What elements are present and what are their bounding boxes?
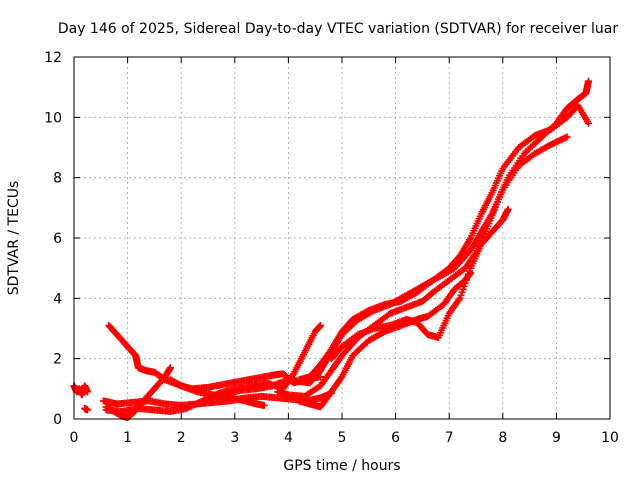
data-points (70, 77, 593, 421)
y-tick-label: 4 (53, 291, 62, 307)
series-track-b (81, 404, 91, 414)
x-tick-label: 2 (177, 430, 186, 446)
y-tick-label: 6 (53, 231, 62, 247)
grid (74, 57, 610, 419)
chart-title: Day 146 of 2025, Sidereal Day-to-day VTE… (58, 21, 619, 37)
data-point (585, 119, 593, 127)
y-tick-labels: 0 2 4 6 8 10 12 (44, 50, 62, 428)
data-point (83, 406, 91, 414)
data-point (467, 269, 475, 277)
data-point (455, 296, 463, 304)
plot-frame (73, 56, 611, 420)
x-tick-label: 9 (552, 430, 561, 446)
data-point (317, 321, 325, 329)
data-point (504, 205, 512, 213)
x-tick-label: 4 (284, 430, 293, 446)
x-tick-label: 3 (230, 430, 239, 446)
y-axis-label: SDTVAR / TECUs (6, 181, 22, 296)
x-tick-label: 6 (391, 430, 400, 446)
x-tick-label: 0 (70, 430, 79, 446)
data-point (260, 401, 268, 409)
x-tick-label: 7 (445, 430, 454, 446)
y-tick-label: 10 (44, 110, 62, 126)
x-tick-label: 10 (601, 430, 619, 446)
x-tick-label: 1 (123, 430, 132, 446)
y-tick-label: 12 (44, 50, 62, 66)
y-tick-label: 2 (53, 352, 62, 368)
x-axis-label: GPS time / hours (283, 458, 400, 474)
data-point (585, 77, 593, 85)
x-tick-label: 5 (338, 430, 347, 446)
series-track-k (327, 205, 512, 363)
x-tick-label: 8 (498, 430, 507, 446)
series-track-l (295, 269, 475, 411)
data-point (563, 133, 571, 141)
y-tick-label: 0 (53, 412, 62, 428)
x-tick-labels: 0 1 2 3 4 5 6 7 8 9 10 (70, 430, 619, 446)
data-point (166, 364, 174, 372)
series-track-a (70, 382, 91, 399)
y-tick-label: 8 (53, 171, 62, 187)
data-point (83, 388, 91, 396)
series-track-j (295, 101, 593, 384)
series-track-i (274, 77, 593, 400)
series-track-h (204, 133, 571, 402)
data-point (337, 374, 345, 382)
